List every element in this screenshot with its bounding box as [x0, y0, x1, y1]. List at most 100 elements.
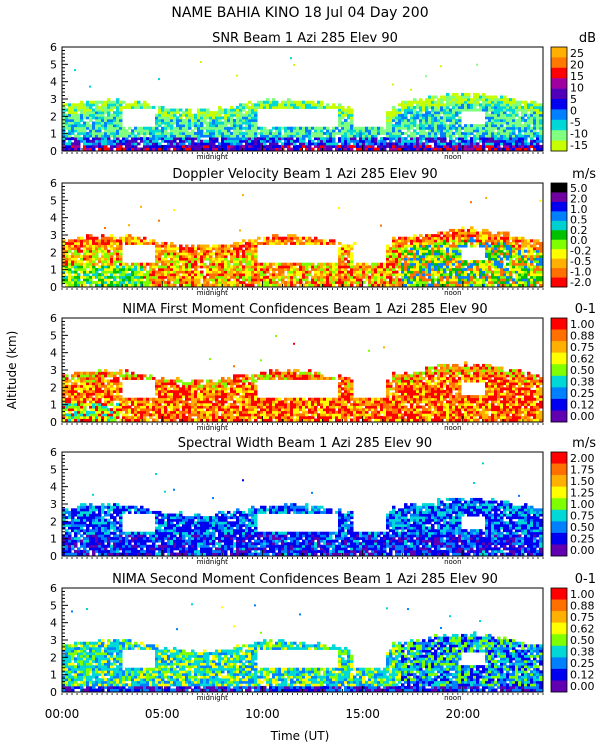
heatmap-cell [308, 283, 312, 287]
heatmap-cell [416, 126, 420, 130]
heatmap-cell [419, 262, 423, 266]
heatmap-cell [164, 131, 168, 135]
heatmap-cell [179, 113, 183, 117]
heatmap-cell [194, 257, 198, 261]
heatmap-cell [116, 283, 120, 287]
heatmap-cell [209, 283, 213, 287]
heatmap-cell [458, 142, 462, 146]
heatmap-cell [338, 241, 342, 245]
heatmap-cell [491, 126, 495, 130]
heatmap-cell [86, 262, 90, 266]
heatmap-cell [194, 270, 198, 274]
heatmap-cell [74, 278, 78, 282]
heatmap-cell [422, 142, 426, 146]
heatmap-cell [107, 126, 111, 130]
heatmap-cell [503, 121, 507, 125]
heatmap-cell [503, 105, 507, 109]
heatmap-cell [68, 273, 72, 277]
heatmap-cell [266, 103, 270, 107]
heatmap-cell [137, 147, 141, 151]
heatmap-cell [452, 116, 456, 120]
heatmap-cell [452, 254, 456, 258]
heatmap-cell [491, 265, 495, 269]
heatmap-cell [500, 134, 504, 138]
heatmap-cell [329, 144, 333, 148]
heatmap-cell [524, 265, 528, 269]
heatmap-cell [404, 270, 408, 274]
heatmap-cell [338, 247, 342, 251]
heatmap-cell [386, 280, 390, 284]
heatmap-cell [488, 142, 492, 146]
heatmap-cell [275, 239, 279, 243]
heatmap-cell [203, 142, 207, 146]
heatmap-cell [407, 267, 411, 271]
heatmap-cell [146, 147, 150, 151]
heatmap-cell [440, 236, 444, 240]
heatmap-cell [104, 100, 108, 104]
heatmap-cell [269, 273, 273, 277]
heatmap-cell [503, 144, 507, 148]
heatmap-cell [92, 254, 96, 258]
heatmap-cell [302, 142, 306, 146]
heatmap-cell [302, 265, 306, 269]
heatmap-cell [488, 144, 492, 148]
heatmap-cell [305, 270, 309, 274]
heatmap-cell [491, 118, 495, 122]
heatmap-cell [452, 98, 456, 102]
heatmap-cell [281, 270, 285, 274]
heatmap-cell [488, 124, 492, 128]
heatmap-cell [110, 273, 114, 277]
heatmap-cell [527, 283, 531, 287]
heatmap-cell [458, 239, 462, 243]
heatmap-cell [131, 280, 135, 284]
heatmap-cell [158, 257, 162, 261]
heatmap-cell [296, 103, 300, 107]
heatmap-cell [257, 147, 261, 151]
heatmap-cell [332, 280, 336, 284]
heatmap-cell [443, 275, 447, 279]
heatmap-cell [137, 275, 141, 279]
heatmap-cell [170, 265, 174, 269]
heatmap-cell [224, 252, 228, 256]
heatmap-cell [341, 134, 345, 138]
heatmap-cell [65, 260, 69, 264]
heatmap-cell [113, 252, 117, 256]
heatmap-cell [476, 95, 480, 99]
heatmap-cell [179, 147, 183, 151]
heatmap-cell [452, 121, 456, 125]
heatmap-cell [101, 239, 105, 243]
heatmap-cell [116, 270, 120, 274]
heatmap-cell [338, 273, 342, 277]
heatmap-cell [80, 262, 84, 266]
heatmap-cell [437, 139, 441, 143]
heatmap-cell [401, 267, 405, 271]
heatmap-cell [425, 283, 429, 287]
heatmap-cell [500, 118, 504, 122]
heatmap-cell [221, 257, 225, 261]
heatmap-cell [89, 283, 93, 287]
heatmap-cell [218, 278, 222, 282]
heatmap-cell [71, 129, 75, 133]
heatmap-cell [137, 280, 141, 284]
heatmap-cell [185, 265, 189, 269]
heatmap-cell [290, 103, 294, 107]
y-tick-label: 0 [50, 281, 57, 294]
heatmap-cell [122, 236, 126, 240]
heatmap-cell [179, 252, 183, 256]
heatmap-cell [149, 239, 153, 243]
heatmap-cell [275, 265, 279, 269]
heatmap-cell [419, 121, 423, 125]
heatmap-cell [110, 131, 114, 135]
heatmap-cell [230, 270, 234, 274]
heatmap-cell [425, 134, 429, 138]
heatmap-cell [440, 111, 444, 115]
heatmap-cell [224, 257, 228, 261]
heatmap-cell [470, 283, 474, 287]
heatmap-cell [128, 283, 132, 287]
heatmap-cell [500, 275, 504, 279]
heatmap-cell [173, 283, 177, 287]
heatmap-cell [512, 118, 516, 122]
heatmap-cell [233, 273, 237, 277]
heatmap-cell [473, 228, 477, 232]
heatmap-cell [416, 111, 420, 115]
